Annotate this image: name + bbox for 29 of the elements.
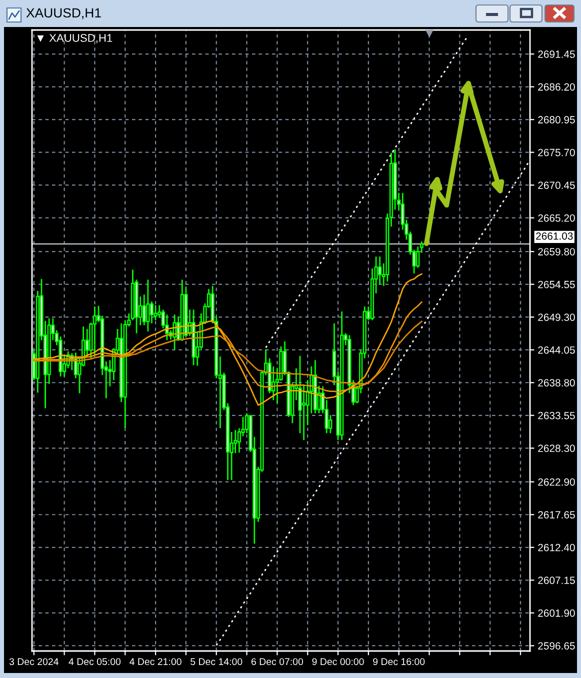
y-tick-label: 2617.65 <box>538 511 575 519</box>
y-tick-label: 2601.90 <box>538 609 575 617</box>
y-tick-label: 2638.80 <box>538 379 575 387</box>
x-tick-label: 3 Dec 2024 <box>9 658 58 666</box>
x-tick-label: 9 Dec 00:00 <box>312 658 364 666</box>
y-tick-label: 2675.70 <box>538 148 575 156</box>
y-tick-label: 2649.30 <box>538 314 575 321</box>
y-tick-label: 2607.15 <box>538 576 575 584</box>
y-tick-label: 2670.45 <box>538 182 575 189</box>
y-tick-label: 2628.30 <box>538 444 575 452</box>
ref-line-label: 2661.03 <box>536 232 573 240</box>
y-tick-label: 2659.80 <box>538 248 575 256</box>
y-tick-label: 2622.90 <box>538 478 575 486</box>
y-tick-label: 2691.45 <box>538 50 575 58</box>
y-tick-label: 2654.55 <box>538 280 575 288</box>
chart-title: XAUUSD,H1 <box>26 8 101 20</box>
y-tick-label: 2644.05 <box>538 346 575 354</box>
y-tick-label: 2612.40 <box>538 544 575 552</box>
y-tick-label: 2686.20 <box>538 83 575 91</box>
x-tick-label: 4 Dec 05:00 <box>68 658 121 666</box>
x-tick-label: 6 Dec 07:00 <box>251 658 304 666</box>
x-tick-label: 9 Dec 16:00 <box>373 658 425 666</box>
x-tick-label: 4 Dec 21:00 <box>130 658 182 666</box>
y-tick-label: 2633.55 <box>538 412 575 420</box>
y-tick-label: 2665.20 <box>538 214 575 222</box>
y-tick-label: 2680.95 <box>538 116 575 124</box>
x-tick-label: 5 Dec 14:00 <box>190 658 242 666</box>
chart-subtitle: ▼ XAUUSD,H1 <box>37 34 112 44</box>
y-tick-label: 2596.65 <box>538 642 575 650</box>
